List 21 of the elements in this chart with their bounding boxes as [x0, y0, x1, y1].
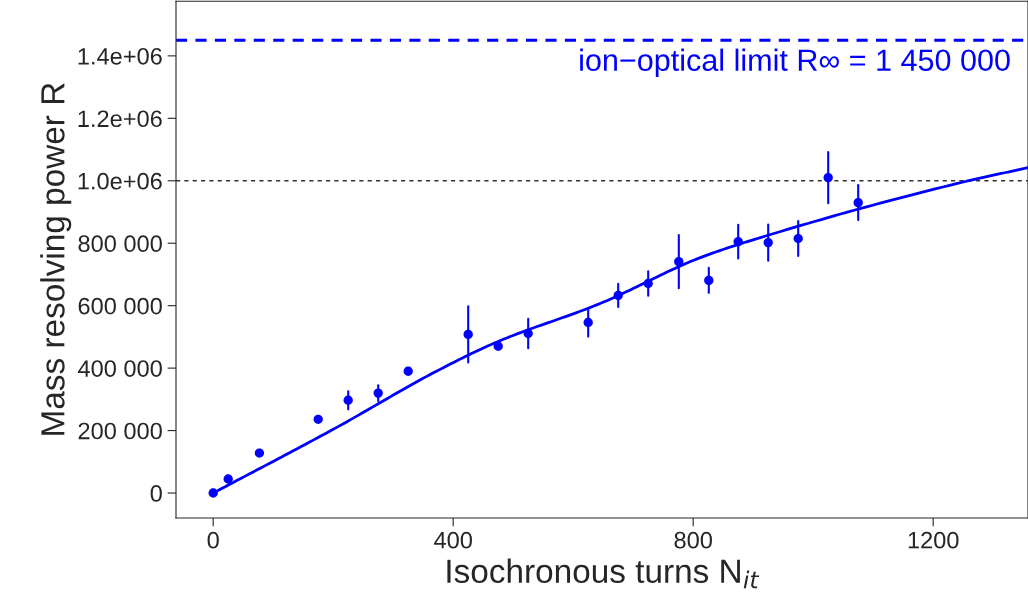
point: [493, 341, 503, 351]
x-tick-label: 800: [674, 531, 712, 549]
point: [403, 366, 413, 376]
y-tick-label: 200 000: [78, 422, 162, 440]
x-axis-title: Isochronous turns N$_{it}$: [447, 558, 760, 589]
y-tick-label: 800 000: [78, 235, 162, 253]
y-tick-label: 400 000: [78, 360, 162, 377]
x-tick-label: 400: [434, 531, 472, 549]
y-tick-label: 1.4e+06: [78, 47, 162, 65]
y-tick-label: 1.2e+06: [78, 110, 162, 128]
y-tick-label: 1.0e+06: [78, 172, 162, 190]
y-tick-label: 600 000: [78, 297, 162, 315]
x-tick-label: 1200: [908, 531, 959, 549]
y-axis-title: Mass resolving power R: [40, 83, 72, 435]
point: [313, 414, 323, 424]
point: [223, 474, 233, 484]
point: [254, 448, 265, 458]
ref-line-label: ion−optical limit R∞ = 1 450 000: [580, 48, 1010, 78]
x-tick-label: 0: [207, 531, 219, 549]
y-tick-label: 0: [150, 485, 162, 502]
point: [208, 488, 218, 498]
